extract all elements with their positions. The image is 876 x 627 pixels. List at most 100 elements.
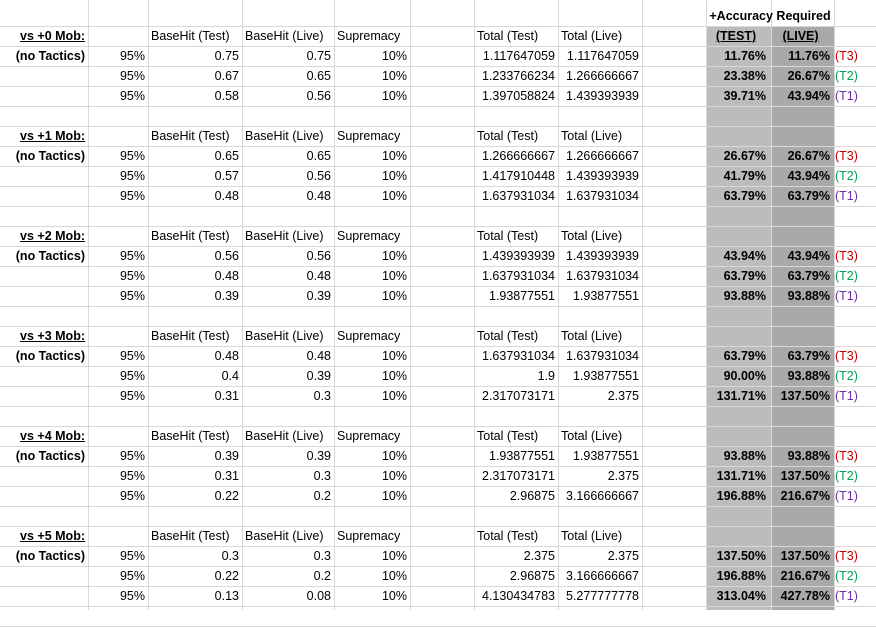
block-title[interactable]: vs +5 Mob: — [20, 529, 85, 543]
basehit-live-value[interactable]: 0.2 — [313, 569, 331, 583]
column-header-total_live[interactable]: Total (Live) — [561, 229, 623, 243]
row-percent[interactable]: 95% — [119, 449, 145, 463]
accuracy-test-value[interactable]: 63.79% — [723, 189, 766, 203]
row-percent[interactable]: 95% — [119, 49, 145, 63]
column-header-total_test[interactable]: Total (Test) — [477, 329, 539, 343]
row-percent[interactable]: 95% — [119, 189, 145, 203]
supremacy-value[interactable]: 10% — [381, 69, 407, 83]
accuracy-test-value[interactable]: 137.50% — [716, 549, 766, 563]
basehit-live-value[interactable]: 0.08 — [306, 589, 331, 603]
block-title[interactable]: vs +3 Mob: — [20, 329, 85, 343]
column-header-basehit_live[interactable]: BaseHit (Live) — [245, 129, 324, 143]
accuracy-test-value[interactable]: 26.67% — [723, 149, 766, 163]
column-header-acc-live[interactable]: (LIVE) — [782, 29, 819, 43]
accuracy-test-value[interactable]: 11.76% — [724, 49, 766, 63]
basehit-live-value[interactable]: 0.3 — [313, 549, 331, 563]
column-header-basehit_live[interactable]: BaseHit (Live) — [245, 29, 324, 43]
tier-label[interactable]: (T2) — [835, 169, 858, 183]
column-header-basehit_test[interactable]: BaseHit (Test) — [151, 429, 230, 443]
column-header-supremacy[interactable]: Supremacy — [337, 429, 401, 443]
total-test-value[interactable]: 1.117647059 — [482, 49, 555, 63]
basehit-live-value[interactable]: 0.48 — [306, 269, 331, 283]
total-live-value[interactable]: 1.117647059 — [566, 49, 639, 63]
total-live-value[interactable]: 1.637931034 — [566, 269, 639, 283]
accuracy-test-value[interactable]: 43.94% — [723, 249, 766, 263]
supremacy-value[interactable]: 10% — [381, 349, 407, 363]
row-percent[interactable]: 95% — [119, 69, 145, 83]
column-header-total_live[interactable]: Total (Live) — [561, 29, 623, 43]
accuracy-test-value[interactable]: 93.88% — [723, 449, 766, 463]
column-header-basehit_live[interactable]: BaseHit (Live) — [245, 229, 324, 243]
accuracy-live-value[interactable]: 93.88% — [787, 289, 830, 303]
accuracy-live-value[interactable]: 43.94% — [787, 169, 830, 183]
basehit-test-value[interactable]: 0.22 — [214, 569, 239, 583]
block-title[interactable]: vs +0 Mob: — [20, 29, 85, 43]
total-test-value[interactable]: 1.9 — [537, 369, 555, 383]
tier-label[interactable]: (T3) — [835, 549, 858, 563]
accuracy-test-value[interactable]: 93.88% — [723, 289, 766, 303]
basehit-test-value[interactable]: 0.67 — [214, 69, 239, 83]
basehit-live-value[interactable]: 0.65 — [306, 149, 331, 163]
row-percent[interactable]: 95% — [119, 249, 145, 263]
tier-label[interactable]: (T2) — [835, 69, 858, 83]
total-test-value[interactable]: 1.637931034 — [482, 349, 555, 363]
total-live-value[interactable]: 1.266666667 — [566, 149, 639, 163]
total-live-value[interactable]: 1.637931034 — [566, 349, 639, 363]
accuracy-live-value[interactable]: 216.67% — [780, 569, 830, 583]
basehit-test-value[interactable]: 0.58 — [214, 89, 239, 103]
total-live-value[interactable]: 1.637931034 — [566, 189, 639, 203]
column-header-supremacy[interactable]: Supremacy — [337, 129, 401, 143]
tier-label[interactable]: (T2) — [835, 469, 858, 483]
basehit-live-value[interactable]: 0.48 — [306, 349, 331, 363]
basehit-test-value[interactable]: 0.48 — [214, 269, 239, 283]
tier-label[interactable]: (T3) — [835, 449, 858, 463]
basehit-live-value[interactable]: 0.2 — [313, 489, 331, 503]
basehit-test-value[interactable]: 0.3 — [221, 549, 239, 563]
tier-label[interactable]: (T1) — [835, 589, 858, 603]
column-header-supremacy[interactable]: Supremacy — [337, 529, 401, 543]
total-live-value[interactable]: 1.439393939 — [566, 169, 639, 183]
accuracy-live-value[interactable]: 427.78% — [780, 589, 830, 603]
tier-label[interactable]: (T1) — [835, 389, 858, 403]
accuracy-live-value[interactable]: 63.79% — [787, 349, 830, 363]
total-test-value[interactable]: 2.375 — [523, 549, 555, 563]
accuracy-test-value[interactable]: 63.79% — [723, 269, 766, 283]
tier-label[interactable]: (T3) — [835, 249, 858, 263]
total-test-value[interactable]: 1.93877551 — [488, 449, 555, 463]
supremacy-value[interactable]: 10% — [381, 289, 407, 303]
accuracy-live-value[interactable]: 11.76% — [788, 49, 830, 63]
block-subtitle[interactable]: (no Tactics) — [15, 149, 85, 163]
block-subtitle[interactable]: (no Tactics) — [15, 449, 85, 463]
supremacy-value[interactable]: 10% — [381, 369, 407, 383]
basehit-test-value[interactable]: 0.39 — [214, 289, 239, 303]
accuracy-live-value[interactable]: 26.67% — [787, 69, 830, 83]
total-test-value[interactable]: 1.233766234 — [482, 69, 555, 83]
row-percent[interactable]: 95% — [119, 269, 145, 283]
total-test-value[interactable]: 1.637931034 — [482, 189, 555, 203]
accuracy-live-value[interactable]: 216.67% — [780, 489, 830, 503]
column-header-supremacy[interactable]: Supremacy — [337, 29, 401, 43]
basehit-test-value[interactable]: 0.13 — [214, 589, 239, 603]
basehit-test-value[interactable]: 0.31 — [214, 469, 239, 483]
total-test-value[interactable]: 2.96875 — [509, 489, 555, 503]
accuracy-test-value[interactable]: 196.88% — [716, 489, 766, 503]
total-live-value[interactable]: 3.166666667 — [566, 489, 639, 503]
accuracy-live-value[interactable]: 93.88% — [787, 369, 830, 383]
accuracy-live-value[interactable]: 137.50% — [780, 389, 830, 403]
total-live-value[interactable]: 3.166666667 — [566, 569, 639, 583]
column-header-basehit_test[interactable]: BaseHit (Test) — [151, 229, 230, 243]
basehit-test-value[interactable]: 0.22 — [214, 489, 239, 503]
column-header-basehit_live[interactable]: BaseHit (Live) — [245, 529, 324, 543]
supremacy-value[interactable]: 10% — [381, 269, 407, 283]
accuracy-live-value[interactable]: 63.79% — [787, 269, 830, 283]
total-live-value[interactable]: 5.277777778 — [566, 589, 639, 603]
row-percent[interactable]: 95% — [119, 389, 145, 403]
row-percent[interactable]: 95% — [119, 489, 145, 503]
basehit-test-value[interactable]: 0.65 — [214, 149, 239, 163]
row-percent[interactable]: 95% — [119, 89, 145, 103]
block-title[interactable]: vs +1 Mob: — [20, 129, 85, 143]
row-percent[interactable]: 95% — [119, 569, 145, 583]
basehit-live-value[interactable]: 0.39 — [306, 289, 331, 303]
basehit-live-value[interactable]: 0.65 — [306, 69, 331, 83]
column-header-total_live[interactable]: Total (Live) — [561, 329, 623, 343]
